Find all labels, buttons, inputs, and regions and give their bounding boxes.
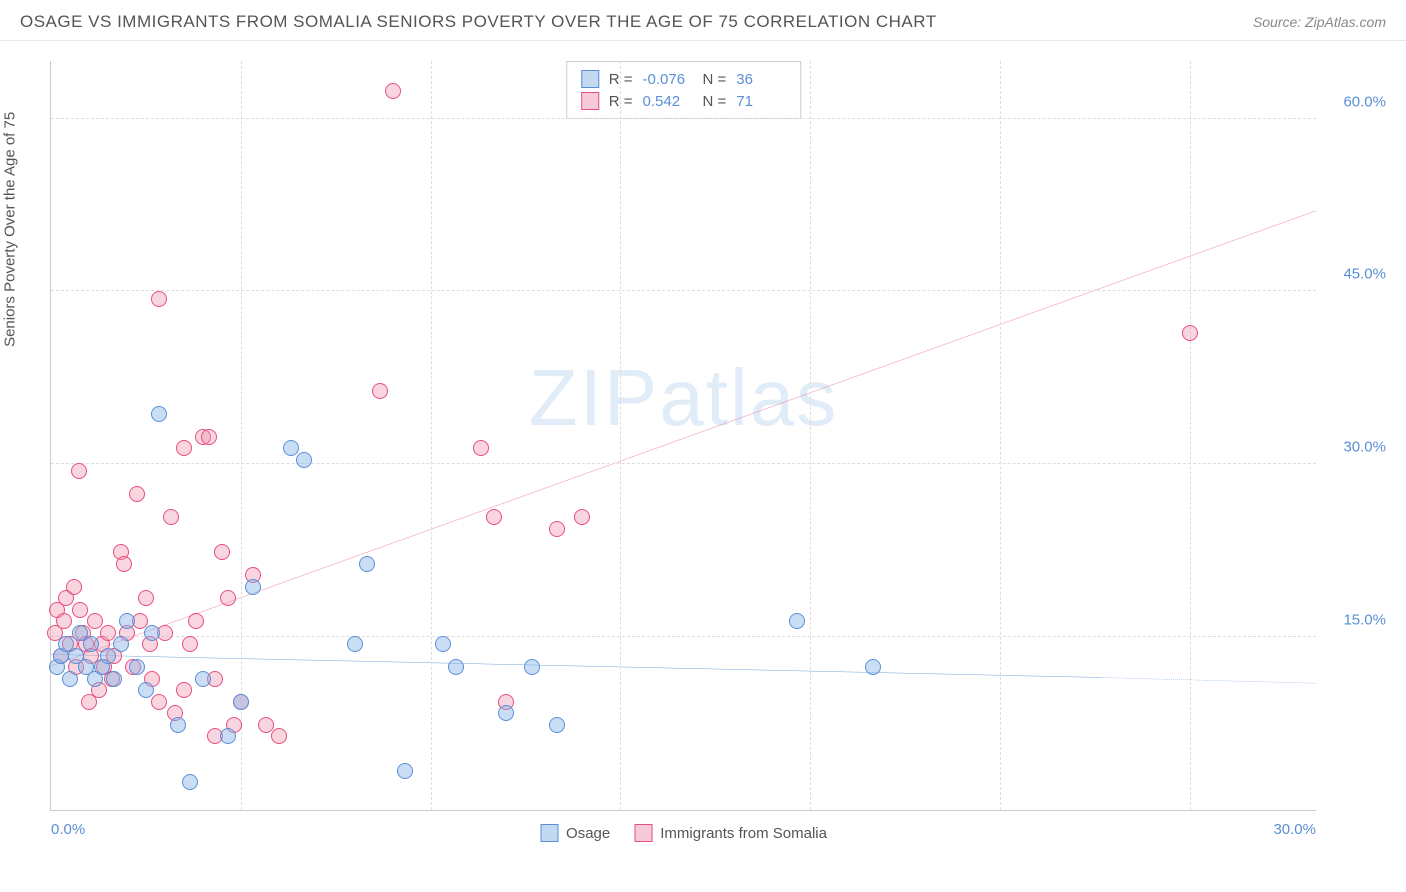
x-tick-label: 30.0%: [1273, 821, 1316, 838]
chart-header: OSAGE VS IMMIGRANTS FROM SOMALIA SENIORS…: [0, 0, 1406, 41]
scatter-point: [188, 613, 204, 629]
stats-r-value: 0.542: [643, 93, 693, 110]
scatter-point: [1182, 325, 1198, 341]
scatter-point: [144, 625, 160, 641]
scatter-point: [116, 556, 132, 572]
legend-label: Osage: [566, 825, 610, 842]
scatter-point: [789, 613, 805, 629]
scatter-point: [865, 659, 881, 675]
gridline-vertical: [810, 61, 811, 810]
scatter-point: [195, 671, 211, 687]
scatter-point: [397, 763, 413, 779]
scatter-point: [347, 636, 363, 652]
scatter-point: [151, 291, 167, 307]
stats-n-label: N =: [703, 71, 727, 88]
scatter-point: [113, 636, 129, 652]
plot-area: ZIPatlas R =-0.076N =36R =0.542N =71 Osa…: [50, 61, 1316, 811]
scatter-point: [245, 579, 261, 595]
legend-label: Immigrants from Somalia: [660, 825, 827, 842]
scatter-point: [129, 659, 145, 675]
scatter-point: [71, 463, 87, 479]
scatter-point: [119, 613, 135, 629]
scatter-point: [486, 509, 502, 525]
scatter-point: [549, 717, 565, 733]
scatter-point: [435, 636, 451, 652]
scatter-point: [151, 694, 167, 710]
scatter-point: [233, 694, 249, 710]
legend-item: Immigrants from Somalia: [634, 824, 827, 842]
scatter-point: [359, 556, 375, 572]
scatter-point: [129, 486, 145, 502]
scatter-point: [385, 83, 401, 99]
y-tick-label: 60.0%: [1343, 93, 1386, 110]
legend-swatch-icon: [540, 824, 558, 842]
scatter-point: [170, 717, 186, 733]
scatter-point: [62, 671, 78, 687]
scatter-point: [176, 440, 192, 456]
legend-swatch-icon: [581, 70, 599, 88]
stats-n-label: N =: [703, 93, 727, 110]
stats-n-value: 71: [736, 93, 786, 110]
gridline-vertical: [1190, 61, 1191, 810]
scatter-point: [498, 705, 514, 721]
x-tick-label: 0.0%: [51, 821, 85, 838]
chart-container: Seniors Poverty Over the Age of 75 ZIPat…: [0, 41, 1406, 871]
scatter-point: [106, 671, 122, 687]
scatter-point: [182, 636, 198, 652]
scatter-point: [220, 728, 236, 744]
stats-row: R =0.542N =71: [581, 90, 787, 112]
scatter-point: [138, 590, 154, 606]
scatter-point: [83, 636, 99, 652]
scatter-point: [524, 659, 540, 675]
scatter-point: [72, 602, 88, 618]
bottom-legend: Osage Immigrants from Somalia: [540, 824, 827, 842]
legend-item: Osage: [540, 824, 610, 842]
scatter-point: [138, 682, 154, 698]
scatter-point: [574, 509, 590, 525]
y-tick-label: 15.0%: [1343, 612, 1386, 629]
watermark: ZIPatlas: [529, 352, 838, 444]
scatter-point: [296, 452, 312, 468]
y-axis-label: Seniors Poverty Over the Age of 75: [2, 112, 19, 347]
scatter-point: [271, 728, 287, 744]
scatter-point: [100, 648, 116, 664]
scatter-point: [163, 509, 179, 525]
scatter-point: [214, 544, 230, 560]
scatter-point: [66, 579, 82, 595]
y-tick-label: 30.0%: [1343, 439, 1386, 456]
gridline-vertical: [1000, 61, 1001, 810]
scatter-point: [56, 613, 72, 629]
chart-source: Source: ZipAtlas.com: [1253, 14, 1386, 30]
scatter-point: [372, 383, 388, 399]
chart-title: OSAGE VS IMMIGRANTS FROM SOMALIA SENIORS…: [20, 12, 937, 32]
legend-swatch-icon: [581, 92, 599, 110]
gridline-vertical: [620, 61, 621, 810]
scatter-point: [220, 590, 236, 606]
scatter-point: [549, 521, 565, 537]
legend-swatch-icon: [634, 824, 652, 842]
y-tick-label: 45.0%: [1343, 266, 1386, 283]
stats-box: R =-0.076N =36R =0.542N =71: [566, 61, 802, 119]
gridline-vertical: [431, 61, 432, 810]
scatter-point: [473, 440, 489, 456]
scatter-point: [448, 659, 464, 675]
scatter-point: [201, 429, 217, 445]
scatter-point: [176, 682, 192, 698]
stats-r-value: -0.076: [643, 71, 693, 88]
scatter-point: [182, 774, 198, 790]
scatter-point: [151, 406, 167, 422]
stats-n-value: 36: [736, 71, 786, 88]
stats-row: R =-0.076N =36: [581, 68, 787, 90]
